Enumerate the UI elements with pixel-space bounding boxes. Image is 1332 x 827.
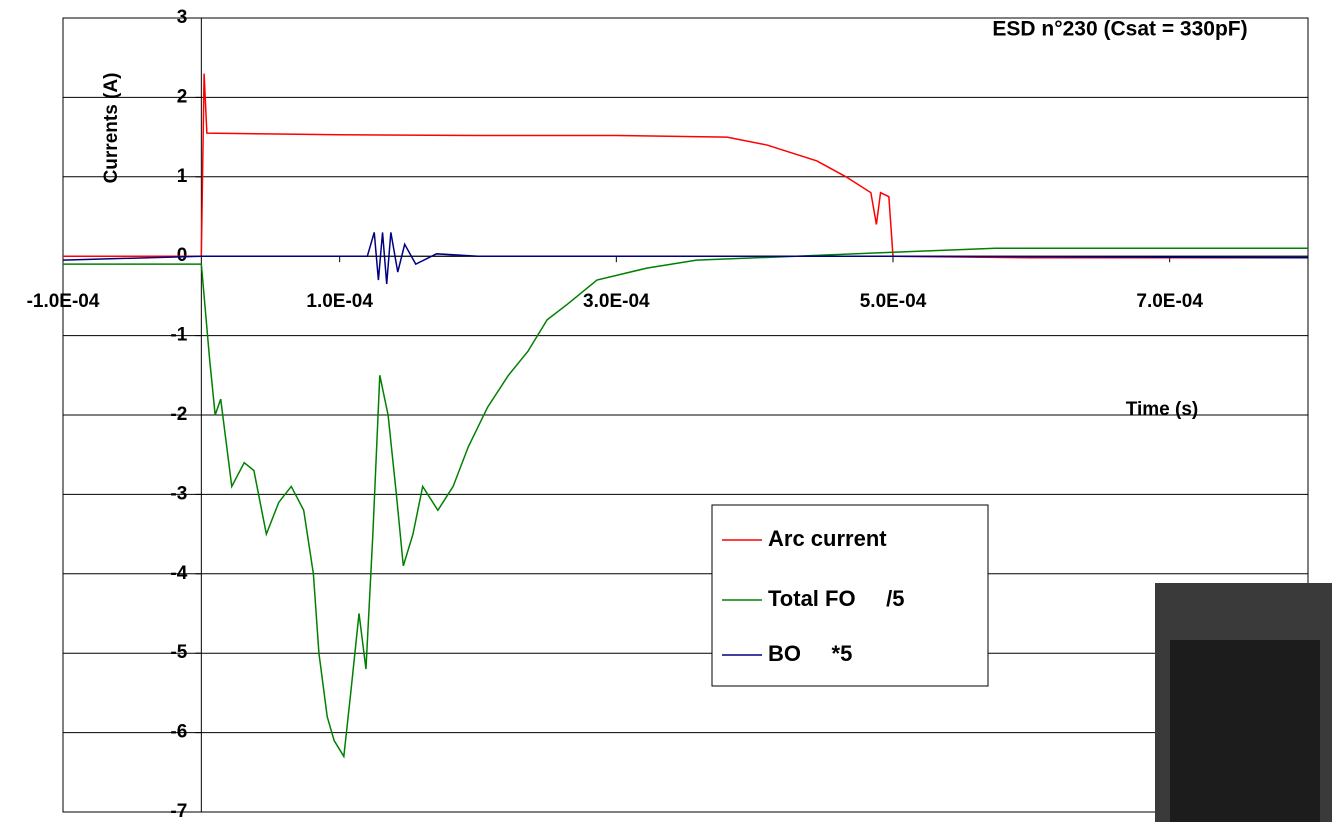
inset-photo-detail xyxy=(1170,640,1320,822)
x-tick-label: 7.0E-04 xyxy=(1136,291,1203,312)
legend-label: Arc current xyxy=(768,526,887,551)
y-tick-label: -3 xyxy=(170,483,187,504)
legend-label: BO *5 xyxy=(768,641,852,666)
x-tick-label: 3.0E-04 xyxy=(583,291,650,312)
y-tick-label: 2 xyxy=(177,86,188,107)
y-tick-label: -7 xyxy=(170,801,187,822)
x-tick-label: 1.0E-04 xyxy=(306,291,373,312)
x-tick-label: 5.0E-04 xyxy=(860,291,927,312)
y-tick-label: -4 xyxy=(170,563,187,584)
series-line xyxy=(62,232,1309,285)
y-tick-label: 1 xyxy=(177,166,188,187)
series-line xyxy=(63,247,1308,759)
legend-box xyxy=(711,504,989,687)
y-tick-label: -5 xyxy=(170,642,187,663)
y-tick-label: -2 xyxy=(170,404,187,425)
y-tick-label: 3 xyxy=(177,7,188,28)
x-tick-label: -1.0E-04 xyxy=(27,291,100,312)
y-tick-label: -6 xyxy=(170,722,187,743)
y-tick-label: -1 xyxy=(170,325,187,346)
y-axis-label: Currents (A) xyxy=(101,73,122,184)
chart-title: ESD n°230 (Csat = 330pF) xyxy=(992,18,1247,41)
series-line xyxy=(63,73,1308,259)
legend-label: Total FO /5 xyxy=(768,586,905,611)
legend: Arc current Total FO /5 BO *5 xyxy=(711,504,989,687)
x-axis-label: Time (s) xyxy=(1126,399,1199,420)
